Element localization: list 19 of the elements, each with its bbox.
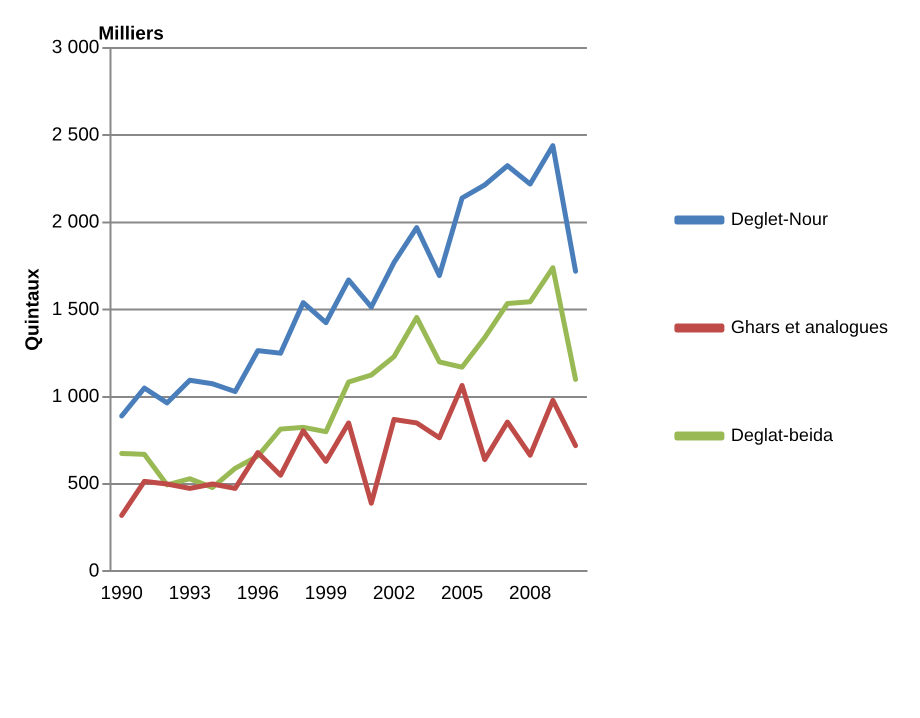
y-tick-label: 2 000 — [52, 212, 100, 233]
x-tick-label: 1990 — [100, 582, 143, 604]
legend-label: Deglat-beida — [730, 424, 834, 445]
y-tick-label: 0 — [88, 560, 100, 582]
legend-label: Deglet-Nour — [730, 208, 828, 229]
y-axis-title: Quintaux — [22, 268, 44, 351]
x-tick-label: 2008 — [509, 582, 552, 604]
x-tick-label: 1999 — [304, 582, 348, 604]
x-tick-label: 1993 — [168, 582, 211, 604]
x-tick-label: 2005 — [440, 582, 484, 604]
y-tick-label: 2 500 — [52, 124, 100, 146]
y-tick-label: 1 000 — [52, 386, 100, 408]
x-tick-label: 2002 — [372, 582, 416, 604]
x-tick-label: 1996 — [236, 582, 279, 604]
text: Milliers — [98, 24, 164, 45]
y-tick-label: 1 500 — [52, 298, 100, 320]
legend-label: Ghars et analogues — [730, 316, 888, 337]
y-tick-label: 3 000 — [52, 37, 100, 58]
y-tick-label: 500 — [68, 473, 100, 494]
